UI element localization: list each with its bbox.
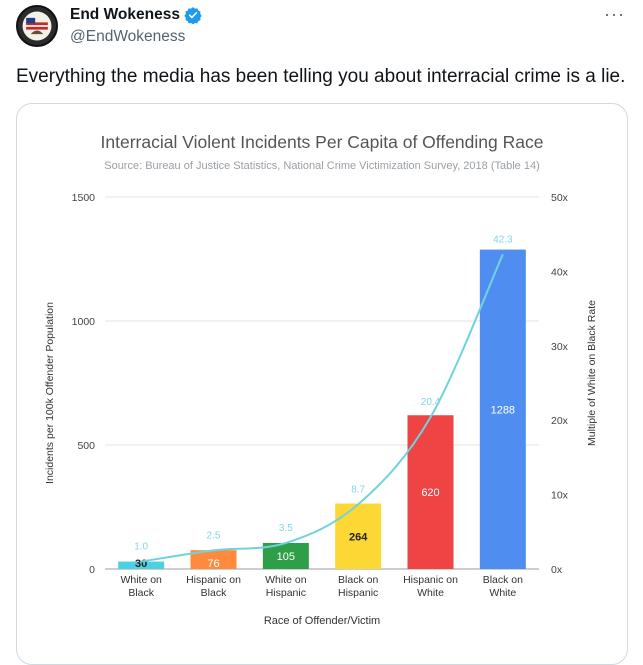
y2-tick-label: 20x [551,415,569,427]
more-options-button[interactable]: ··· [604,4,625,24]
x-tick-label: Black [128,587,154,599]
bar-value-label: 30 [135,558,147,570]
y-tick-label: 0 [89,564,95,576]
y2-tick-label: 40x [551,266,569,278]
x-tick-label: White on [120,574,162,586]
x-tick-label: Black on [338,574,378,586]
user-handle[interactable]: @EndWokeness [70,28,186,45]
x-tick-label: White [489,587,516,599]
display-name[interactable]: End Wokeness [70,6,180,23]
bar-value-label: 620 [421,487,439,499]
y2-tick-label: 10x [551,490,569,502]
y2-tick-label: 0x [551,564,563,576]
multiple-label: 42.3 [493,234,513,245]
x-tick-label: Black [201,587,227,599]
multiple-label: 8.7 [351,484,365,495]
bar-6 [479,249,526,570]
bar-value-label: 1288 [491,404,515,416]
x-tick-label: White [417,587,444,599]
bar-value-label: 76 [207,558,219,570]
y2-axis-title: Multiple of White on Black Rate [586,300,598,446]
y2-tick-label: 50x [551,192,569,204]
y-tick-label: 500 [77,440,95,452]
x-tick-label: Hispanic on [186,574,241,586]
x-tick-label: Hispanic [266,587,306,599]
verified-badge-icon [184,6,202,25]
bar-2 [190,550,237,569]
bar-4 [335,503,382,569]
tweet-media-chart[interactable]: Interracial Violent Incidents Per Capita… [16,103,628,665]
x-tick-label: Black on [483,574,523,586]
bar-value-label: 264 [349,531,368,543]
y-axis-title: Incidents per 100k Offender Population [44,302,56,484]
chart-subtitle: Source: Bureau of Justice Statistics, Na… [104,160,540,172]
multiple-label: 2.5 [207,530,221,541]
avatar[interactable] [16,5,58,47]
multiple-label: 20.4 [421,397,441,408]
multiple-label: 3.5 [279,523,293,534]
multiple-label: 1.0 [134,542,148,553]
tweet-text: Everything the media has been telling yo… [16,66,626,87]
y2-tick-label: 30x [551,341,569,353]
bar-value-label: 105 [277,551,295,563]
x-tick-label: Hispanic on [403,574,458,586]
x-tick-label: Hispanic [338,587,378,599]
multiple-line [141,253,504,563]
y-tick-label: 1000 [72,316,96,328]
bar-1 [118,561,165,569]
x-axis-title: Race of Offender/Victim [264,615,380,627]
chart-title: Interracial Violent Incidents Per Capita… [100,132,544,152]
y-tick-label: 1500 [72,192,96,204]
x-tick-label: White on [265,574,307,586]
